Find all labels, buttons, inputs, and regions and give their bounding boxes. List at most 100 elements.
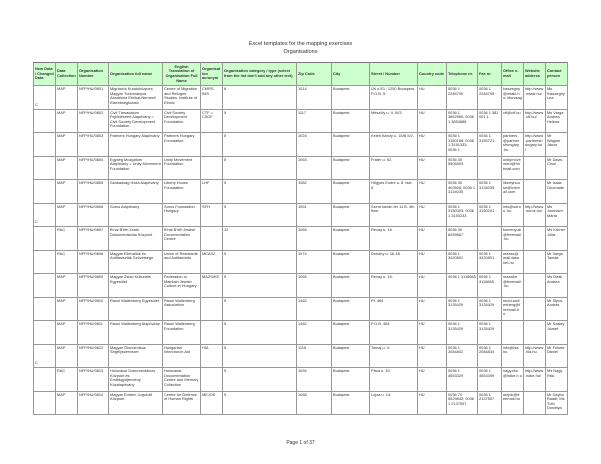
table-cell[interactable]: NFP/HU/0811: [77, 320, 109, 345]
table-cell[interactable]: 1074: [296, 249, 332, 274]
table-cell[interactable]: MAP: [55, 296, 78, 321]
table-cell[interactable]: NFP/HU/0809: [77, 273, 109, 298]
table-cell[interactable]: Keleti Károly u. 15/B II/2.: [369, 132, 418, 157]
table-cell[interactable]: Ms Nagy Rita: [545, 367, 568, 392]
table-cell[interactable]: Raoul Wallenberg Alapítvány: [108, 320, 163, 345]
table-cell[interactable]: Budapest: [331, 202, 370, 227]
table-cell[interactable]: Partners Hungary Alapítvány: [108, 132, 163, 157]
table-cell[interactable]: NFP/HU/0802: [77, 108, 109, 133]
table-cell[interactable]: Budapest: [331, 273, 370, 298]
table-cell[interactable]: http://www .mtaki.hu/: [523, 85, 546, 110]
table-cell[interactable]: 0036 1 3135429: [446, 296, 478, 321]
table-cell[interactable]: HU: [417, 179, 447, 204]
table-cell[interactable]: http://www .hdke.hu/: [523, 367, 546, 392]
table-cell[interactable]: HU: [417, 296, 447, 321]
table-cell[interactable]: Unity Movement Foundation: [162, 155, 201, 180]
table-cell[interactable]: 5: [222, 108, 297, 133]
table-cell[interactable]: HU: [417, 273, 447, 298]
table-cell[interactable]: C: [33, 343, 56, 368]
table-cell[interactable]: 8: [222, 85, 297, 110]
table-cell[interactable]: Budapest: [331, 343, 370, 368]
table-cell[interactable]: Budapest: [331, 320, 370, 345]
table-cell[interactable]: HIA: [200, 343, 223, 368]
table-cell[interactable]: [33, 367, 56, 392]
table-cell[interactable]: MEJOK: [200, 390, 223, 415]
table-cell[interactable]: Pf. 484: [369, 296, 418, 321]
table-cell[interactable]: 0036 1 3150188; 0036 1 3151333; 0036 1: [446, 132, 478, 157]
table-cell[interactable]: [33, 155, 56, 180]
table-cell[interactable]: 0036 1 3150201: [477, 202, 502, 227]
table-cell[interactable]: Ms Deák Andrea: [545, 273, 568, 298]
table-cell[interactable]: MAP: [55, 390, 78, 415]
table-cell[interactable]: Mr Davis Chun: [545, 155, 568, 180]
table-cell[interactable]: MAP: [55, 343, 78, 368]
table-cell[interactable]: B'nai B'rith Jewish Documentation Centre: [162, 226, 201, 251]
table-cell[interactable]: [33, 179, 56, 204]
table-cell[interactable]: Holocaust Documentation Centre and Memor…: [162, 367, 201, 392]
table-cell[interactable]: HU: [417, 85, 447, 110]
table-cell[interactable]: Raoul Wallenberg Egyesület: [108, 296, 163, 321]
table-cell[interactable]: HU: [417, 108, 447, 133]
table-cell[interactable]: Ms Körner Júlia: [545, 226, 568, 251]
table-cell[interactable]: 5: [222, 132, 297, 157]
table-cell[interactable]: info@hia. hu: [501, 343, 524, 368]
table-cell[interactable]: SFH: [200, 202, 223, 227]
table-cell[interactable]: NFP/HU/0808: [77, 249, 109, 274]
table-cell[interactable]: [33, 296, 56, 321]
table-cell[interactable]: 5: [222, 179, 297, 204]
table-cell[interactable]: Ms Jombach Márta: [545, 202, 568, 227]
table-cell[interactable]: C: [33, 202, 56, 227]
table-cell[interactable]: Raoul Wallenberg Foundation: [162, 320, 201, 345]
table-cell[interactable]: nagy.rita @hdke.h u: [501, 367, 524, 392]
table-cell[interactable]: Budapest: [331, 296, 370, 321]
table-cell[interactable]: 0036 1 2246795: [477, 85, 502, 110]
table-cell[interactable]: Raoul Wallenberg Association: [162, 296, 201, 321]
table-cell[interactable]: 1014: [296, 85, 332, 110]
table-cell[interactable]: MAP: [55, 155, 78, 180]
table-cell[interactable]: [33, 320, 56, 345]
table-cell[interactable]: [523, 296, 546, 321]
table-cell[interactable]: [33, 226, 56, 251]
table-cell[interactable]: NFP/HU/0812: [77, 343, 109, 368]
table-cell[interactable]: Soros Foundation Hungary: [162, 202, 201, 227]
table-cell[interactable]: [200, 320, 223, 345]
table-cell[interactable]: 0036 1 2084802: [446, 343, 478, 368]
table-cell[interactable]: HU: [417, 249, 447, 274]
table-cell[interactable]: NFP/HU/0813: [77, 367, 109, 392]
table-cell[interactable]: [33, 390, 56, 415]
table-cell[interactable]: Union of Resistants and Antifascists: [162, 249, 201, 274]
table-cell[interactable]: Budapest: [331, 132, 370, 157]
table-cell[interactable]: HU: [417, 202, 447, 227]
table-cell[interactable]: [33, 108, 56, 133]
table-cell[interactable]: Hungarian Interchurch Aid: [162, 343, 201, 368]
table-cell[interactable]: Migrációs Kutatóközpont, Magyar Tudomány…: [108, 85, 163, 110]
table-cell[interactable]: MAP: [55, 320, 78, 345]
table-cell[interactable]: NFP/HU/0804: [77, 155, 109, 180]
table-cell[interactable]: [501, 320, 524, 345]
table-cell[interactable]: HU: [417, 132, 447, 157]
table-cell[interactable]: MAZSIKE: [200, 273, 223, 298]
table-cell[interactable]: RAC: [55, 249, 78, 274]
table-cell[interactable]: info@soros .hu: [501, 202, 524, 227]
table-cell[interactable]: [200, 296, 223, 321]
table-cell[interactable]: 0036 1 2137557: [477, 390, 502, 415]
table-cell[interactable]: [523, 390, 546, 415]
table-cell[interactable]: Mr Isaac Onomade: [545, 179, 568, 204]
table-cell[interactable]: Mr Fekete Dániel: [545, 343, 568, 368]
table-cell[interactable]: MAP: [55, 273, 78, 298]
table-cell[interactable]: [523, 179, 546, 204]
table-cell[interactable]: 0036 1 3420801: [477, 249, 502, 274]
table-cell[interactable]: 1082: [296, 179, 332, 204]
table-cell[interactable]: Hőgyes Endre u. 8. fszt. 9.: [369, 179, 418, 204]
table-cell[interactable]: Civil Társadalom Fejlődéséért Alapítvány…: [108, 108, 163, 133]
table-cell[interactable]: 0036 1 3135429: [477, 320, 502, 345]
table-cell[interactable]: 5: [222, 320, 297, 345]
table-cell[interactable]: 1116: [296, 343, 332, 368]
table-cell[interactable]: libertyhou se@hotm ail.com: [501, 179, 524, 204]
table-cell[interactable]: NFP/HU/0801: [77, 85, 109, 110]
table-cell[interactable]: 0036 1 2084834: [477, 343, 502, 368]
table-cell[interactable]: Budapest: [331, 226, 370, 251]
table-cell[interactable]: MAP: [55, 179, 78, 204]
table-cell[interactable]: [33, 249, 56, 274]
table-cell[interactable]: Ms Kisszeghy Lea: [545, 85, 568, 110]
